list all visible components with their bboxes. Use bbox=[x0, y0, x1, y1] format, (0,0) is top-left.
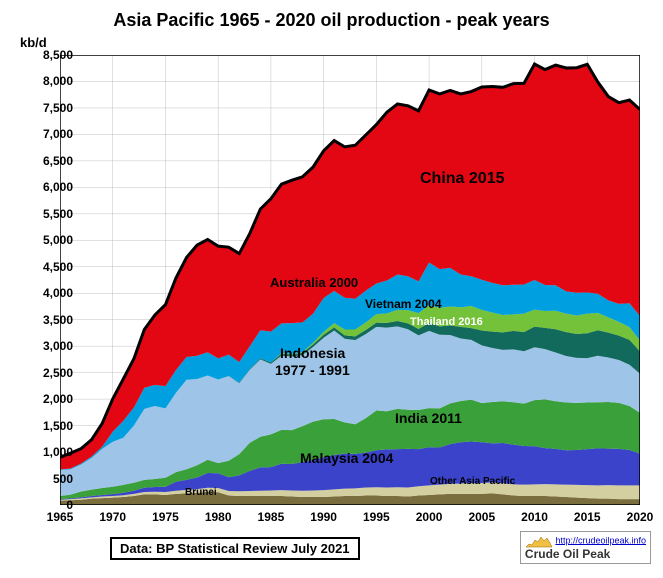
chart-title: Asia Pacific 1965 - 2020 oil production … bbox=[0, 10, 663, 31]
x-tick-label: 2010 bbox=[521, 510, 548, 524]
x-tick-label: 2015 bbox=[574, 510, 601, 524]
y-tick-label: 3,000 bbox=[23, 339, 73, 353]
y-tick-label: 3,500 bbox=[23, 313, 73, 327]
chart-container: Asia Pacific 1965 - 2020 oil production … bbox=[0, 0, 663, 578]
y-tick-label: 4,000 bbox=[23, 286, 73, 300]
y-tick-label: 4,500 bbox=[23, 260, 73, 274]
y-tick-label: 7,500 bbox=[23, 101, 73, 115]
logo-box: http://crudeoilpeak.info Crude Oil Peak bbox=[520, 531, 651, 564]
y-tick-label: 500 bbox=[23, 472, 73, 486]
y-tick-label: 8,500 bbox=[23, 48, 73, 62]
x-tick-label: 2005 bbox=[468, 510, 495, 524]
y-tick-label: 1,000 bbox=[23, 445, 73, 459]
x-tick-label: 1985 bbox=[258, 510, 285, 524]
y-tick-label: 6,000 bbox=[23, 180, 73, 194]
y-tick-label: 6,500 bbox=[23, 154, 73, 168]
y-tick-label: 5,500 bbox=[23, 207, 73, 221]
y-tick-label: 2,500 bbox=[23, 366, 73, 380]
x-tick-label: 1990 bbox=[310, 510, 337, 524]
y-tick-label: 1,500 bbox=[23, 419, 73, 433]
logo-icon bbox=[525, 534, 553, 548]
x-tick-label: 2020 bbox=[627, 510, 654, 524]
y-tick-label: 8,000 bbox=[23, 74, 73, 88]
x-tick-label: 1995 bbox=[363, 510, 390, 524]
y-tick-label: 5,000 bbox=[23, 233, 73, 247]
x-tick-label: 1975 bbox=[152, 510, 179, 524]
x-tick-label: 1970 bbox=[99, 510, 126, 524]
logo-brand: Crude Oil Peak bbox=[525, 547, 610, 561]
x-tick-label: 2000 bbox=[416, 510, 443, 524]
data-source-box: Data: BP Statistical Review July 2021 bbox=[110, 537, 360, 560]
y-tick-label: 7,000 bbox=[23, 127, 73, 141]
x-tick-label: 1965 bbox=[47, 510, 74, 524]
logo-url: http://crudeoilpeak.info bbox=[555, 535, 646, 545]
stacked-area-plot bbox=[60, 55, 640, 505]
y-tick-label: 2,000 bbox=[23, 392, 73, 406]
x-tick-label: 1980 bbox=[205, 510, 232, 524]
